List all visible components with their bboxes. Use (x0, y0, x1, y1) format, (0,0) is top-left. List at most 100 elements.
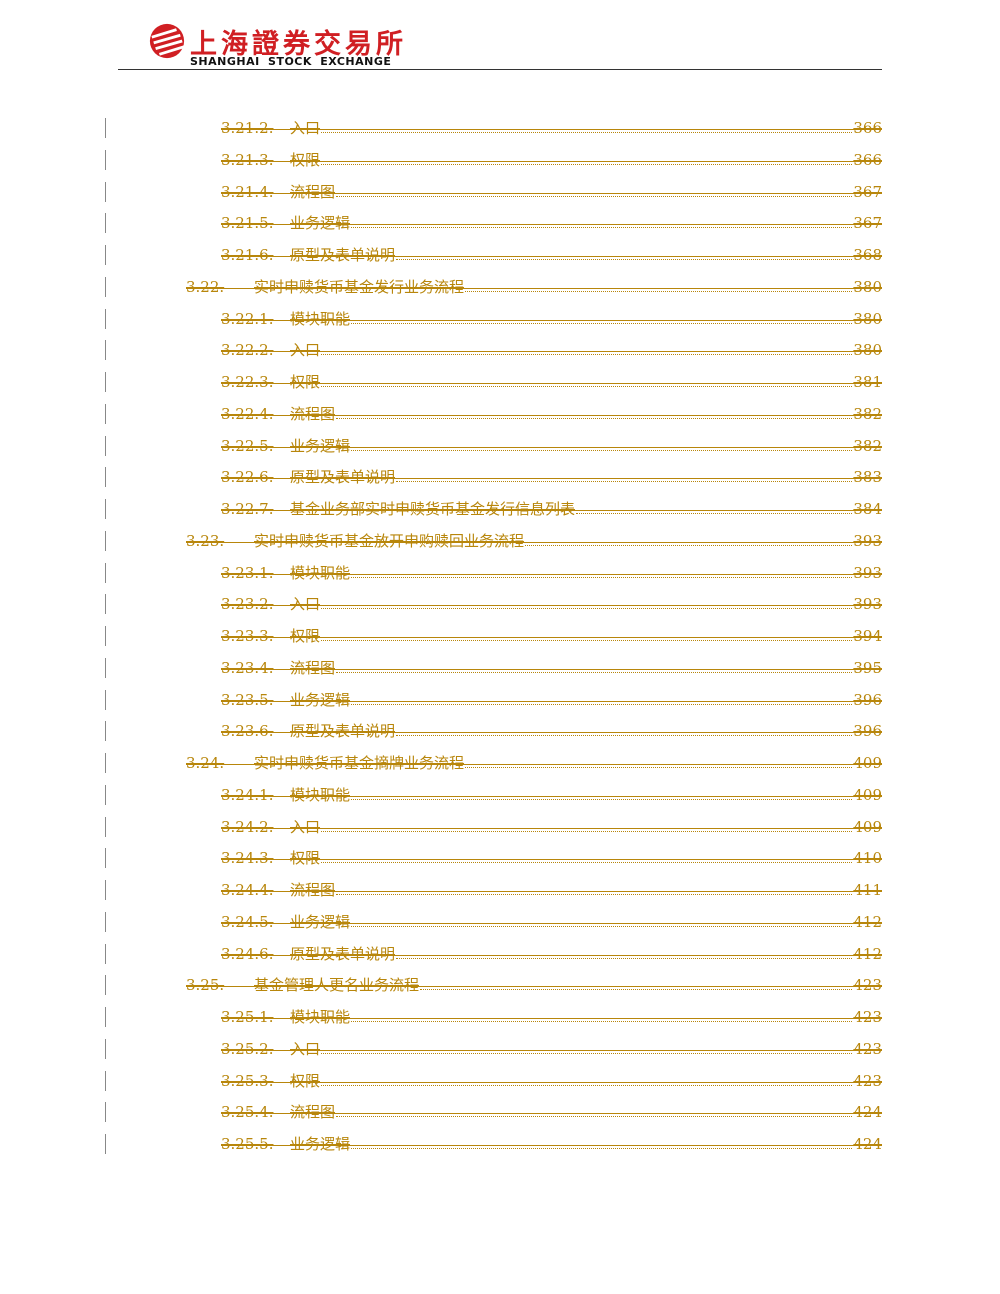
toc-entry-title: 流程图 (290, 881, 336, 899)
toc-row: 3.21.2. 入口 366 (0, 112, 1000, 144)
toc-dot-leader (336, 418, 853, 419)
toc-entry-title: 权限 (290, 627, 321, 645)
deletion-strikethrough (221, 1050, 882, 1051)
toc-entry-link[interactable]: 3.25.5. 业务逻辑 424 (221, 1135, 882, 1153)
toc-dot-leader (351, 1021, 853, 1022)
toc-dot-leader (465, 291, 853, 292)
toc-entry-number: 3.21.2. (221, 119, 274, 137)
toc-entry-title: 入口 (290, 119, 321, 137)
toc-entry-link[interactable]: 3.25.2. 入口 423 (221, 1040, 882, 1058)
toc-entry-link[interactable]: 3.23.1. 模块职能 393 (221, 564, 882, 582)
toc-entry-link[interactable]: 3.23.4. 流程图 395 (221, 659, 882, 677)
logo-english-name: SHANGHAI STOCK EXCHANGE (190, 55, 392, 68)
revision-change-bar (105, 721, 106, 741)
toc-entry-number: 3.24.3. (221, 849, 274, 867)
toc-entry-link[interactable]: 3.21.3. 权限 366 (221, 151, 882, 169)
toc-entry-link[interactable]: 3.24.6. 原型及表单说明 412 (221, 945, 882, 963)
toc-entry-title: 实时申赎货币基金发行业务流程 (254, 278, 465, 296)
toc-entry-link[interactable]: 3.24.2. 入口 409 (221, 818, 882, 836)
revision-change-bar (105, 975, 106, 995)
toc-entry-link[interactable]: 3.25. 基金管理人更名业务流程 423 (186, 976, 882, 994)
toc-entry-link[interactable]: 3.24.1. 模块职能 409 (221, 786, 882, 804)
toc-entry-link[interactable]: 3.22.3. 权限 381 (221, 373, 882, 391)
toc-entry-link[interactable]: 3.25.4. 流程图 424 (221, 1103, 882, 1121)
toc-row: 3.25.5. 业务逻辑 424 (0, 1128, 1000, 1160)
revision-change-bar (105, 182, 106, 202)
toc-entry-title: 业务逻辑 (290, 214, 351, 232)
deletion-strikethrough (221, 669, 882, 670)
toc-entry-link[interactable]: 3.23.3. 权限 394 (221, 627, 882, 645)
revision-change-bar (105, 817, 106, 837)
toc-entry-link[interactable]: 3.22.5. 业务逻辑 382 (221, 437, 882, 455)
deletion-strikethrough (221, 605, 882, 606)
toc-row: 3.22.4. 流程图 382 (0, 398, 1000, 430)
revision-change-bar (105, 245, 106, 265)
deletion-strikethrough (221, 701, 882, 702)
toc-entry-title: 权限 (290, 373, 321, 391)
toc-entry-link[interactable]: 3.24.3. 权限 410 (221, 849, 882, 867)
toc-dot-leader (396, 735, 853, 736)
toc-entry-link[interactable]: 3.21.6. 原型及表单说明 368 (221, 246, 882, 264)
toc-entry-link[interactable]: 3.23. 实时申赎货币基金放开申购赎回业务流程 393 (186, 532, 882, 550)
toc-entry-link[interactable]: 3.25.3. 权限 423 (221, 1072, 882, 1090)
toc-entry-link[interactable]: 3.22.7. 基金业务部实时申赎货币基金发行信息列表 384 (221, 500, 882, 518)
toc-dot-leader (321, 831, 853, 832)
toc-entry-page: 382 (853, 437, 882, 455)
toc-row: 3.24.2. 入口 409 (0, 811, 1000, 843)
toc-entry-link[interactable]: 3.21.4. 流程图 367 (221, 183, 882, 201)
page-header: 上海證券交易所 SHANGHAI STOCK EXCHANGE (118, 14, 882, 72)
revision-change-bar (105, 848, 106, 868)
deletion-strikethrough (221, 510, 882, 511)
toc-entry-page: 409 (853, 818, 882, 836)
toc-row: 3.24. 实时申赎货币基金摘牌业务流程 409 (0, 747, 1000, 779)
toc-entry-title: 流程图 (290, 183, 336, 201)
revision-change-bar (105, 277, 106, 297)
toc-entry-link[interactable]: 3.24.5. 业务逻辑 412 (221, 913, 882, 931)
deletion-strikethrough (221, 193, 882, 194)
toc-entry-page: 410 (853, 849, 882, 867)
deletion-strikethrough (221, 383, 882, 384)
toc-row: 3.23. 实时申赎货币基金放开申购赎回业务流程 393 (0, 525, 1000, 557)
deletion-strikethrough (221, 256, 882, 257)
revision-change-bar (105, 467, 106, 487)
toc-entry-link[interactable]: 3.22. 实时申赎货币基金发行业务流程 380 (186, 278, 882, 296)
toc-dot-leader (351, 799, 853, 800)
toc-entry-page: 366 (853, 151, 882, 169)
toc-entry-link[interactable]: 3.22.1. 模块职能 380 (221, 310, 882, 328)
toc-entry-number: 3.22.7. (221, 500, 274, 518)
toc-entry-page: 384 (853, 500, 882, 518)
toc-entry-link[interactable]: 3.22.4. 流程图 382 (221, 405, 882, 423)
revision-change-bar (105, 1039, 106, 1059)
toc-entry-number: 3.22.5. (221, 437, 274, 455)
toc-row: 3.25.1. 模块职能 423 (0, 1001, 1000, 1033)
revision-change-bar (105, 309, 106, 329)
toc-entry-title: 模块职能 (290, 564, 351, 582)
deletion-strikethrough (221, 478, 882, 479)
revision-change-bar (105, 404, 106, 424)
toc-entry-title: 权限 (290, 151, 321, 169)
toc-entry-link[interactable]: 3.23.2. 入口 393 (221, 595, 882, 613)
toc-entry-link[interactable]: 3.24.4. 流程图 411 (221, 881, 882, 899)
toc-entry-page: 383 (853, 468, 882, 486)
toc-dot-leader (321, 862, 853, 863)
toc-entry-link[interactable]: 3.23.6. 原型及表单说明 396 (221, 722, 882, 740)
toc-entry-link[interactable]: 3.23.5. 业务逻辑 396 (221, 691, 882, 709)
toc-entry-link[interactable]: 3.22.6. 原型及表单说明 383 (221, 468, 882, 486)
toc-entry-number: 3.23.2. (221, 595, 274, 613)
toc-entry-link[interactable]: 3.21.2. 入口 366 (221, 119, 882, 137)
header-divider (118, 69, 882, 70)
revision-change-bar (105, 563, 106, 583)
toc-row: 3.22.2. 入口 380 (0, 334, 1000, 366)
toc-entry-link[interactable]: 3.21.5. 业务逻辑 367 (221, 214, 882, 232)
deletion-strikethrough (221, 415, 882, 416)
toc-dot-leader (465, 767, 853, 768)
toc-entry-link[interactable]: 3.22.2. 入口 380 (221, 341, 882, 359)
toc-entry-title: 基金管理人更名业务流程 (254, 976, 420, 994)
toc-entry-link[interactable]: 3.25.1. 模块职能 423 (221, 1008, 882, 1026)
toc-entry-page: 411 (853, 881, 882, 899)
toc-entry-page: 367 (853, 183, 882, 201)
toc-entry-title: 原型及表单说明 (290, 722, 396, 740)
revision-change-bar (105, 944, 106, 964)
toc-row: 3.21.6. 原型及表单说明 368 (0, 239, 1000, 271)
toc-entry-link[interactable]: 3.24. 实时申赎货币基金摘牌业务流程 409 (186, 754, 882, 772)
